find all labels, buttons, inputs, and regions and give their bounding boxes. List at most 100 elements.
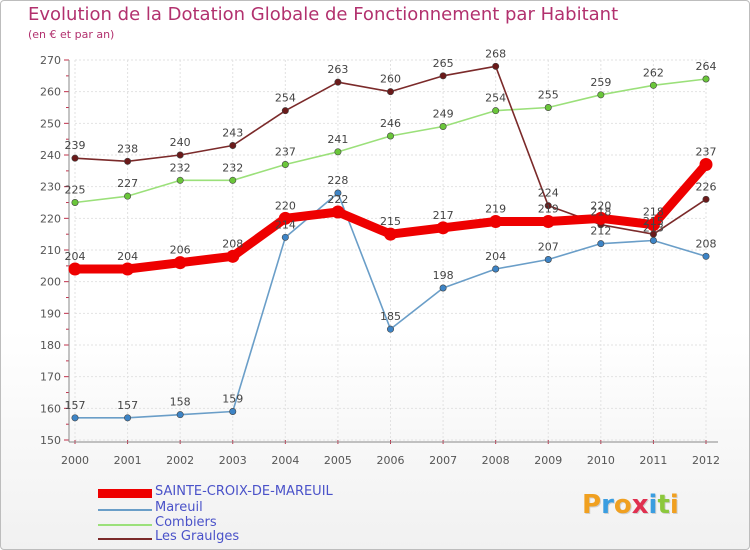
data-label: 214 [275,218,296,231]
data-point [229,407,237,415]
data-point [492,107,500,115]
data-label: 213 [643,222,664,235]
data-point [226,249,240,263]
data-point [702,195,710,203]
data-label: 159 [222,393,243,406]
data-label: 222 [327,193,348,206]
data-point [278,211,292,225]
y-tick-label: 250 [40,117,61,130]
data-label: 264 [696,60,717,73]
x-tick-label: 2004 [271,454,299,467]
data-label: 157 [117,399,138,412]
x-tick-label: 2011 [639,454,667,467]
data-label: 206 [170,244,191,257]
data-point [544,202,552,210]
data-label: 220 [275,199,296,212]
legend-label: Mareuil [155,500,203,515]
legend-swatch [98,489,152,498]
y-tick-label: 190 [40,307,61,320]
data-point [597,91,605,99]
data-point [121,262,135,276]
logo-letter: i [669,490,679,520]
data-label: 157 [65,399,86,412]
legend-swatch [98,524,152,526]
data-label: 219 [485,203,506,216]
data-label: 228 [327,174,348,187]
data-label: 207 [538,241,559,254]
data-point [439,72,447,80]
data-point [68,262,82,276]
data-point [331,205,345,219]
data-label: 185 [380,310,401,323]
chart-subtitle: (en € et par an) [28,28,115,41]
data-point [176,411,184,419]
proxiti-logo: Proxiti [582,490,679,520]
logo-letter: o [613,490,632,520]
x-tick-label: 2009 [534,454,562,467]
data-label: 218 [643,206,664,219]
axis-layer: 150 160 170 180 190 200 210 220 230 240 250 260 270 2… [40,54,720,467]
data-label: 232 [170,161,191,174]
data-label: 268 [485,47,506,60]
data-label: 262 [643,66,664,79]
data-point [702,75,710,83]
data-point [384,227,397,241]
y-tick-label: 270 [40,54,61,67]
data-label: 204 [485,250,506,263]
x-tick-label: 2005 [324,454,352,467]
data-point [544,255,552,263]
data-point [492,265,500,273]
x-tick-label: 2000 [61,454,89,467]
data-label: 215 [643,215,664,228]
data-point [544,104,552,112]
data-point [594,211,608,225]
x-tick-label: 2010 [587,454,615,467]
data-label: 240 [170,136,191,149]
data-label: 239 [65,139,86,152]
data-point [541,215,555,228]
data-point [71,414,79,422]
data-point [699,158,713,171]
data-label: 243 [222,127,243,140]
data-point [281,233,289,241]
x-tick-label: 2001 [114,454,142,467]
legend-label: Combiers [155,515,217,530]
data-point [124,192,132,200]
logo-letter: P [582,490,602,520]
x-tick-label: 2003 [219,454,247,467]
data-point [439,284,447,292]
y-tick-label: 210 [40,244,61,257]
logo-letter: i [648,490,658,520]
data-label: 246 [380,117,401,130]
data-point [229,176,237,184]
data-label: 265 [433,57,454,70]
data-label: 259 [590,76,611,89]
data-point [176,176,184,184]
data-label: 208 [696,237,717,250]
data-label: 227 [117,177,138,190]
data-point [597,240,605,248]
data-label: 215 [380,215,401,228]
legend-swatch [98,509,152,511]
data-point [71,154,79,162]
series-layer [68,62,713,422]
legend-swatch [98,538,152,540]
data-point [646,218,660,232]
data-label: 198 [433,269,454,282]
x-tick-label: 2006 [377,454,405,467]
x-tick-label: 2002 [166,454,194,467]
data-label: 260 [380,73,401,86]
data-label: 220 [590,199,611,212]
data-point [334,148,342,156]
y-tick-label: 220 [40,212,61,225]
data-point [436,221,450,235]
data-label: 226 [696,180,717,193]
data-point [176,151,184,159]
data-point [281,161,289,169]
data-point [386,88,394,96]
y-tick-label: 170 [40,371,61,384]
data-label: 208 [222,237,243,250]
legend-label: Les Graulges [155,529,240,544]
data-point [649,237,657,245]
